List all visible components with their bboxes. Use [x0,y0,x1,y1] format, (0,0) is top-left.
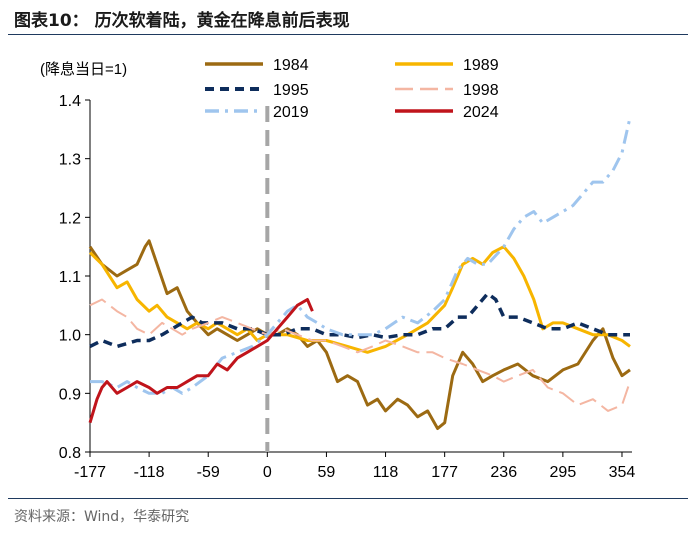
y-tick-label: 0.8 [59,445,81,462]
series-line-2019 [90,117,632,395]
line-chart: (降息当日=1) 0.8 0.9 1.0 1.1 1.2 1.3 1.4 -177 -118 -5… [40,57,635,481]
y-tick-label: 1.1 [59,269,81,286]
y-tick-label: 1.2 [59,210,81,227]
legend-label-1995: 1995 [273,82,309,99]
legend-label-2019: 2019 [273,104,309,121]
y-tick-label: 1.0 [59,328,81,345]
source-note: 资料来源：Wind，华泰研究 [14,509,190,525]
x-tick-label: 295 [550,464,577,481]
x-tick-label: -118 [134,464,165,481]
y-axis-label: (降息当日=1) [40,61,127,78]
axes: (降息当日=1) 0.8 0.9 1.0 1.1 1.2 1.3 1.4 -177 -118 -5… [40,61,635,481]
legend: 1984 1989 1995 1998 2019 2024 [205,57,499,121]
x-tick-label: 118 [373,464,399,481]
legend-label-1989: 1989 [463,57,499,74]
legend-label-1998: 1998 [463,82,499,99]
series-layer [88,117,632,430]
series-line-1998 [89,298,631,412]
y-tick-label: 1.4 [59,93,81,110]
x-tick-label: 354 [609,464,636,481]
legend-label-2024: 2024 [463,104,499,121]
title-rule [8,34,688,35]
y-tick-label: 0.9 [59,386,81,403]
figure-title: 图表10： 历次软着陆，黄金在降息前后表现 [14,11,350,31]
footer-rule [8,498,688,499]
x-tick-label: -59 [197,464,220,481]
series-line-2024 [88,298,314,424]
x-tick-label: 236 [490,464,517,481]
x-tick-label: -177 [74,464,106,481]
y-tick-label: 1.3 [59,152,81,169]
series-line-1984 [88,239,631,430]
series-line-1989 [88,245,631,354]
legend-label-1984: 1984 [273,57,309,74]
x-tick-label: 177 [431,464,458,481]
x-tick-label: 0 [263,464,272,481]
x-tick-label: 59 [318,464,336,481]
